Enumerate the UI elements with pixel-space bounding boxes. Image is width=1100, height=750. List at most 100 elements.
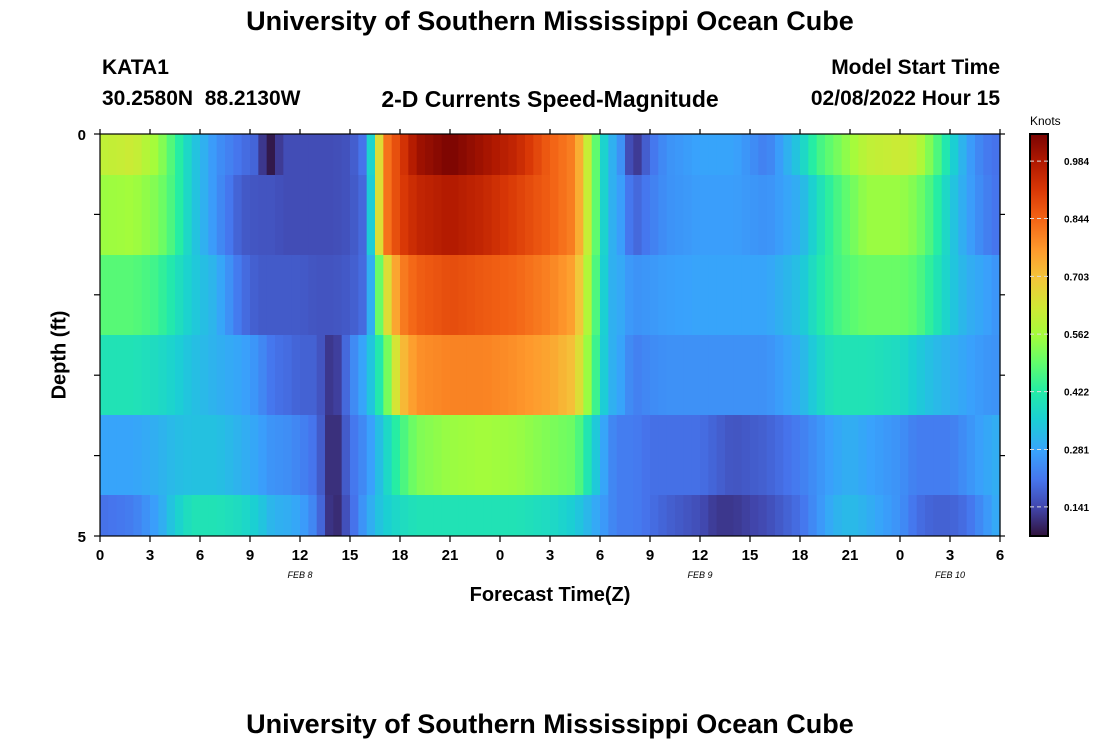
heatmap-cell: [708, 175, 718, 255]
heatmap-cell: [666, 415, 676, 495]
heatmap-cell: [650, 495, 659, 536]
heatmap-cell: [333, 495, 343, 536]
heatmap-cell: [475, 255, 484, 335]
heatmap-cell: [583, 495, 593, 536]
x-tick-label: 0: [96, 547, 104, 564]
heatmap-cell: [625, 255, 634, 335]
heatmap-cell: [800, 335, 809, 415]
heatmap-cell: [825, 335, 834, 415]
heatmap-cell: [525, 255, 534, 335]
heatmap-cell: [950, 495, 959, 536]
heatmap-cell: [616, 255, 626, 335]
x-tick-label: 0: [896, 547, 904, 564]
heatmap-cell: [583, 175, 593, 255]
heatmap-cell: [883, 175, 893, 255]
heatmap-cell: [425, 255, 434, 335]
heatmap-cell: [858, 495, 868, 536]
heatmap-cell: [216, 335, 226, 415]
heatmap-cell: [291, 415, 301, 495]
heatmap-cell: [975, 495, 984, 536]
heatmap-cell: [741, 175, 751, 255]
heatmap-cell: [433, 335, 443, 415]
heatmap-cell: [725, 134, 734, 175]
heatmap-cell: [791, 335, 801, 415]
heatmap-cell: [658, 335, 668, 415]
x-tick-label: 12: [292, 547, 309, 564]
heatmap-cell: [491, 175, 501, 255]
heatmap-cell: [908, 495, 918, 536]
heatmap-cell: [950, 415, 959, 495]
heatmap-cell: [391, 495, 401, 536]
heatmap-cell: [833, 175, 843, 255]
heatmap-cell: [516, 495, 526, 536]
heatmap-cell: [983, 415, 993, 495]
heatmap-cell: [441, 255, 451, 335]
heatmap-cell: [916, 134, 926, 175]
heatmap-cell: [358, 175, 368, 255]
heatmap-cell: [300, 415, 309, 495]
heatmap-cell: [791, 134, 801, 175]
heatmap-cell: [950, 335, 959, 415]
heatmap-cell: [450, 495, 459, 536]
heatmap-cell: [691, 415, 701, 495]
x-tick-label: 15: [742, 547, 759, 564]
heatmap-cell: [308, 175, 318, 255]
heatmap-cell: [475, 415, 484, 495]
heatmap-cell: [550, 495, 559, 536]
heatmap-cell: [200, 335, 209, 415]
heatmap-cell: [750, 495, 759, 536]
heatmap-cell: [375, 134, 384, 175]
heatmap-cell: [116, 255, 126, 335]
heatmap-cell: [233, 415, 243, 495]
heatmap-cell: [791, 175, 801, 255]
heatmap-cell: [266, 335, 276, 415]
heatmap-cell: [416, 335, 426, 415]
heatmap-cell: [675, 175, 684, 255]
heatmap-cell: [825, 495, 834, 536]
heatmap-cell: [733, 175, 743, 255]
heatmap-cell: [466, 255, 476, 335]
heatmap-cell: [116, 415, 126, 495]
heatmap-cell: [941, 175, 951, 255]
heatmap-cell: [983, 134, 993, 175]
heatmap-cell: [375, 255, 384, 335]
heatmap-cell: [591, 415, 601, 495]
heatmap-cell: [408, 134, 418, 175]
heatmap-cell: [516, 175, 526, 255]
heatmap-cell: [208, 134, 218, 175]
heatmap-cell: [766, 335, 776, 415]
heatmap-cell: [925, 415, 934, 495]
heatmap-cell: [583, 255, 593, 335]
heatmap-cell: [225, 255, 234, 335]
heatmap-cell: [158, 175, 168, 255]
heatmap-cell: [641, 255, 651, 335]
heatmap-cell: [200, 415, 209, 495]
heatmap-cell: [108, 134, 118, 175]
heatmap-cell: [241, 335, 251, 415]
heatmap-cell: [358, 335, 368, 415]
colorbar-tick-label: 0.562: [1064, 330, 1089, 341]
heatmap-cell: [550, 255, 559, 335]
heatmap-cell: [958, 335, 968, 415]
heatmap-cell: [383, 335, 393, 415]
heatmap-cell: [258, 415, 268, 495]
heatmap-cell: [425, 134, 434, 175]
heatmap-cell: [975, 175, 984, 255]
heatmap-cell: [566, 175, 576, 255]
heatmap-cell: [916, 335, 926, 415]
heatmap-cell: [133, 495, 143, 536]
heatmap-cell: [316, 335, 326, 415]
heatmap-cell: [166, 175, 176, 255]
heatmap-cell: [958, 495, 968, 536]
heatmap-cell: [750, 134, 759, 175]
heatmap-cell: [691, 175, 701, 255]
heatmap-cell: [716, 495, 726, 536]
heatmap-cell: [150, 495, 159, 536]
heatmap-cell: [241, 415, 251, 495]
heatmap-cell: [875, 255, 884, 335]
heatmap-cell: [233, 495, 243, 536]
heatmap-cell: [491, 495, 501, 536]
heatmap-cell: [358, 495, 368, 536]
heatmap-cell: [741, 415, 751, 495]
heatmap-cell: [258, 495, 268, 536]
